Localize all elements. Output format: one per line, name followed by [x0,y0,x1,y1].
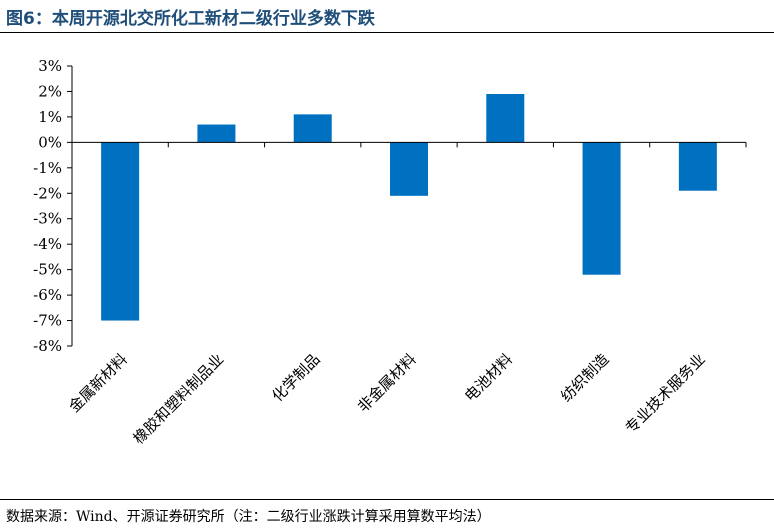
bar [197,124,236,143]
y-tick-label: -6% [33,286,62,304]
bar [582,142,621,275]
y-tick-label: -7% [33,312,62,330]
bar [101,142,140,321]
y-tick-label: 3% [38,57,62,75]
x-category-label: 橡胶和塑料制品业 [130,350,228,448]
y-tick-label: -1% [33,159,62,177]
x-category-label: 非金属材料 [354,350,420,416]
figure-title: 图6：本周开源北交所化工新材二级行业多数下跌 [6,9,375,29]
x-category-label: 电池材料 [461,350,516,405]
y-tick-label: 0% [38,133,62,151]
bar [293,114,332,143]
x-category-label: 金属新材料 [65,350,131,416]
x-category-label: 专业技术服务业 [622,350,709,437]
y-tick-label: -5% [33,261,62,279]
y-tick-label: 1% [38,108,62,126]
source-rule [0,499,774,500]
bar [678,142,717,191]
source-note: 数据来源：Wind、开源证券研究所（注：二级行业涨跌计算采用算数平均法） [6,509,491,525]
y-tick-label: -8% [33,337,62,355]
bar-chart: 3% 2% 1% 0% -1% -2% -3% -4% -5% -6% -7% -8% 金属新材料橡胶… [33,57,747,448]
y-tick-label: -4% [33,235,62,253]
bar [390,142,428,196]
x-category-label: 纺织制造 [557,350,612,405]
x-category-label: 化学制品 [268,350,323,405]
bars [101,94,717,321]
title-rule [0,32,774,33]
y-axis: 3% 2% 1% 0% -1% -2% -3% -4% -5% -6% -7% -8% [33,57,73,355]
y-tick-label: -2% [33,184,62,202]
y-tick-label: -3% [33,210,62,228]
y-tick-label: 2% [38,82,62,100]
bar [486,94,525,143]
